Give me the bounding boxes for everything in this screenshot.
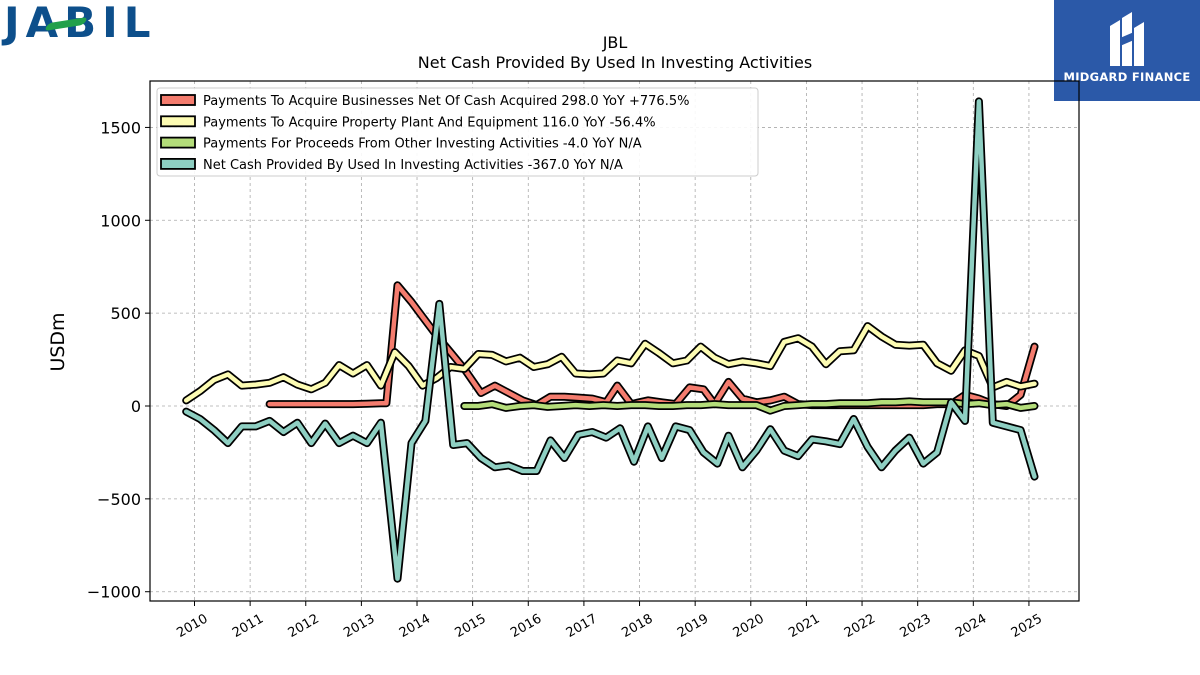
legend-label-4: Net Cash Provided By Used In Investing A… [203, 158, 623, 173]
x-tick-label: 2019 [675, 611, 711, 641]
plot-frame [149, 80, 1080, 602]
legend-swatch-3 [160, 136, 196, 149]
y-tick-label: −1000 [87, 583, 141, 602]
x-tick-label: 2013 [341, 611, 377, 641]
y-tick-label: −500 [97, 490, 141, 509]
legend-swatch-2 [160, 115, 196, 128]
x-tick-label: 2020 [731, 611, 767, 641]
legend-label-1: Payments To Acquire Businesses Net Of Ca… [203, 94, 689, 109]
x-tick-label: 2022 [842, 611, 878, 641]
y-axis-label: USDm [47, 312, 69, 371]
legend-swatch-4 [160, 157, 196, 170]
x-tick-label: 2021 [786, 611, 822, 641]
x-tick-label: 2012 [286, 611, 322, 641]
x-tick-label: 2024 [953, 611, 989, 641]
x-tick-label: 2010 [174, 611, 210, 641]
chart-subtitle: Net Cash Provided By Used In Investing A… [418, 53, 812, 72]
x-tick-label: 2025 [1009, 611, 1045, 641]
legend-frame [156, 87, 759, 177]
y-tick-label: 500 [110, 304, 141, 323]
series-line-4 [183, 99, 1037, 581]
series-lines [182, 97, 1039, 583]
x-tick-label: 2014 [397, 611, 433, 641]
x-tick-label: 2016 [508, 611, 544, 641]
x-tick-label: 2023 [898, 611, 934, 641]
legend-label-2: Payments To Acquire Property Plant And E… [203, 115, 656, 130]
y-tick-label: 1000 [100, 211, 141, 230]
y-tick-label: 0 [131, 397, 141, 416]
partner-name: MIDGARD FINANCE [1063, 70, 1191, 84]
legend: Payments To Acquire Businesses Net Of Ca… [156, 87, 759, 177]
partner-logo-badge: MIDGARD FINANCE [1054, 0, 1200, 101]
x-tick-label: 2017 [564, 611, 600, 641]
legend-swatch-1 [160, 94, 196, 106]
x-tick-label: 2011 [230, 611, 266, 641]
series-line-2 [183, 323, 1037, 403]
y-tick-label: 1500 [100, 118, 141, 137]
x-tick-label: 2015 [452, 611, 488, 641]
series-line-3 [462, 399, 1037, 413]
chart-title: JBL [602, 33, 628, 52]
company-logo: JABIL [4, 2, 157, 44]
partner-monogram-icon [1110, 12, 1144, 66]
x-tick-label: 2018 [619, 611, 655, 641]
legend-label-3: Payments For Proceeds From Other Investi… [203, 137, 642, 152]
